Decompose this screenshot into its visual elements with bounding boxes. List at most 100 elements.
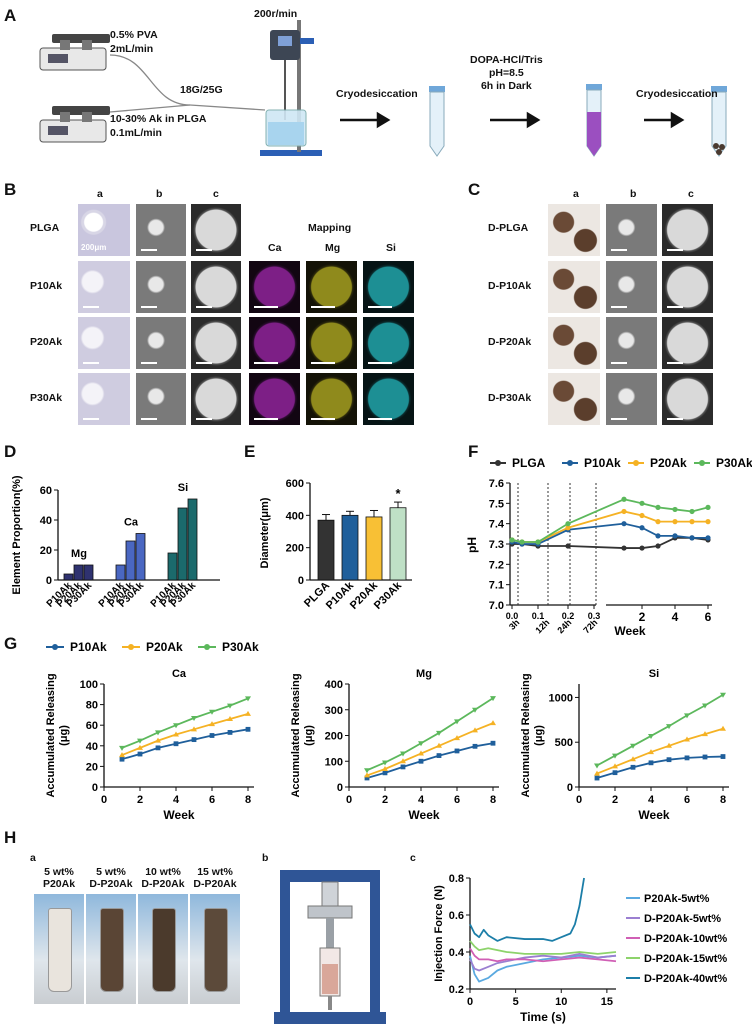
panel-b-col-b: b [156,188,163,200]
micrograph-p30ak-a [78,373,130,425]
sem-dp20ak-c [662,317,713,369]
pump2-label: 10-30% Ak in PLGA 0.1mL/min [110,113,207,139]
h-series-line-4 [469,877,585,942]
sem-dp30ak-c [662,373,713,425]
g-point-p10ak [173,741,179,747]
g-point-p30ak [454,719,460,725]
h-y-tick-label: 0.4 [449,947,465,959]
g-point-p10ak [400,764,406,770]
h-x-tick-label: 15 [601,996,613,1008]
mapping-title: Mapping [308,222,352,234]
g-legend-marker [204,644,210,650]
step2-label: DOPA-HCl/Tris pH=8.5 6h in Dark [470,54,543,92]
panel-h-sub-a: a [30,852,36,864]
syringe-pump-1-icon [39,34,110,71]
map-mg-p20ak [306,317,357,369]
f-point-p20ak [565,525,571,531]
pump1-label: 0.5% PVA 2mL/min [110,29,158,55]
injection-test-rig-icon [274,870,386,1024]
g-x-tick-label: 0 [101,794,107,806]
f-point-p30ak [705,504,711,510]
g-point-p10ak [648,760,654,766]
g-x-label: Week [638,808,669,822]
g-point-p20ak [630,756,636,762]
h-legend-label-1: D-P20Ak-5wt% [644,913,721,925]
e-y-label: Diameter(μm) [259,497,271,568]
g-point-p20ak [400,758,406,764]
g-point-p10ak [227,730,233,735]
chart-g-si: Si 0 500 1000 0 2 4 6 8 Week Accumulated Releasing… [520,668,729,822]
f-point-plga [565,543,571,549]
panel-g-label: G [4,634,18,653]
h-y-label: Injection Force (N) [433,885,445,982]
h-y-tick-label: 0.2 [449,984,464,996]
f-point-p20ak [655,519,661,525]
g-point-p30ak [364,768,370,774]
g-point-p30ak [155,730,161,736]
f-series-line-plga [512,537,709,549]
g-x-tick-label: 8 [245,794,251,806]
e-bar-1 [341,514,359,581]
panel-b-row-p10ak: P10Ak [30,280,63,292]
g-point-p20ak [173,731,179,737]
f-y-tick-label: 7.4 [489,519,505,531]
map-col-ca: Ca [268,242,282,254]
panel-f-label: F [468,442,479,461]
g-point-p20ak [227,716,233,722]
sem-plga-b [136,204,186,256]
g-point-p10ak [364,775,370,781]
f-legend-label-3: P30Ak [716,456,752,470]
g-x-tick-label: 2 [382,794,388,806]
sem-p20ak-b [136,317,186,369]
g-point-p10ak [594,775,600,781]
g-y-label-1: Accumulated Releasing [520,673,532,797]
sem-dp20ak-b [606,317,657,369]
f-point-p30ak [655,504,661,510]
g-point-p30ak [720,692,726,698]
f-point-p10ak [655,533,661,539]
chart-h-injection-force: 0.2 0.4 0.6 0.8 0 5 10 15 Time (s) Injection Forc… [433,873,727,1024]
centrifuge-tube-2-icon [586,84,602,157]
f-legend-marker [567,460,573,466]
g-x-tick-label: 6 [684,794,690,806]
g-point-p30ak [702,703,708,709]
vial-contents-0 [48,908,72,992]
syringe-pump-2-icon [39,106,110,143]
chart-g-mg: Mg 0 100 200 300 400 0 2 4 6 8 Week Accumulated Rele… [290,668,499,822]
chart-g-ca: Ca 0 20 40 60 80 100 0 2 4 6 8 Week Accumulated Relea… [45,668,254,822]
h-x-label: Time (s) [520,1010,566,1024]
f-point-plga [621,545,627,551]
g2-y-tick-label: 0 [567,782,573,794]
g-point-p30ak [382,760,388,766]
vial-photo-0 [34,894,84,1004]
f-y-tick-label: 7.6 [489,478,504,490]
g-legend-marker [52,644,58,650]
g-y-label-2: (μg) [58,725,70,746]
f-point-p10ak [689,535,695,541]
panel-h-sub-c: c [410,852,416,864]
g-point-p10ak [137,751,143,757]
f-x-tick-label: 0.2 [562,611,575,621]
sem-dplga-c [662,204,713,256]
vial-label-1: 5 wt% D-P20Ak [89,866,133,890]
panel-h-label: H [4,828,17,847]
g0-y-tick-label: 40 [86,741,98,753]
f-point-p10ak [705,535,711,541]
panel-a-label: A [4,6,17,25]
panel-a-schematic [39,20,727,157]
d-bar-mg-2 [83,564,94,581]
f-series-line-p10ak [511,522,708,545]
panel-h-sub-b: b [262,852,269,864]
panel-c-col-b: b [630,188,637,200]
f-point-p20ak [672,519,678,525]
g-point-p10ak [191,737,197,743]
sem-dp10ak-c [662,261,713,313]
g-x-tick-label: 0 [576,794,582,806]
d-group-label-si: Si [178,482,188,494]
panel-b-label: B [4,180,17,199]
g0-y-tick-label: 20 [86,761,98,773]
d-bar-ca-0 [115,564,126,581]
chart-f-ph: PLGA P10Ak P20Ak P30Ak 7.0 7.1 7.2 7.3 7.4 7.5 7.6… [465,456,752,635]
f-legend-label-0: PLGA [512,456,546,470]
f-point-p20ak [639,512,645,519]
